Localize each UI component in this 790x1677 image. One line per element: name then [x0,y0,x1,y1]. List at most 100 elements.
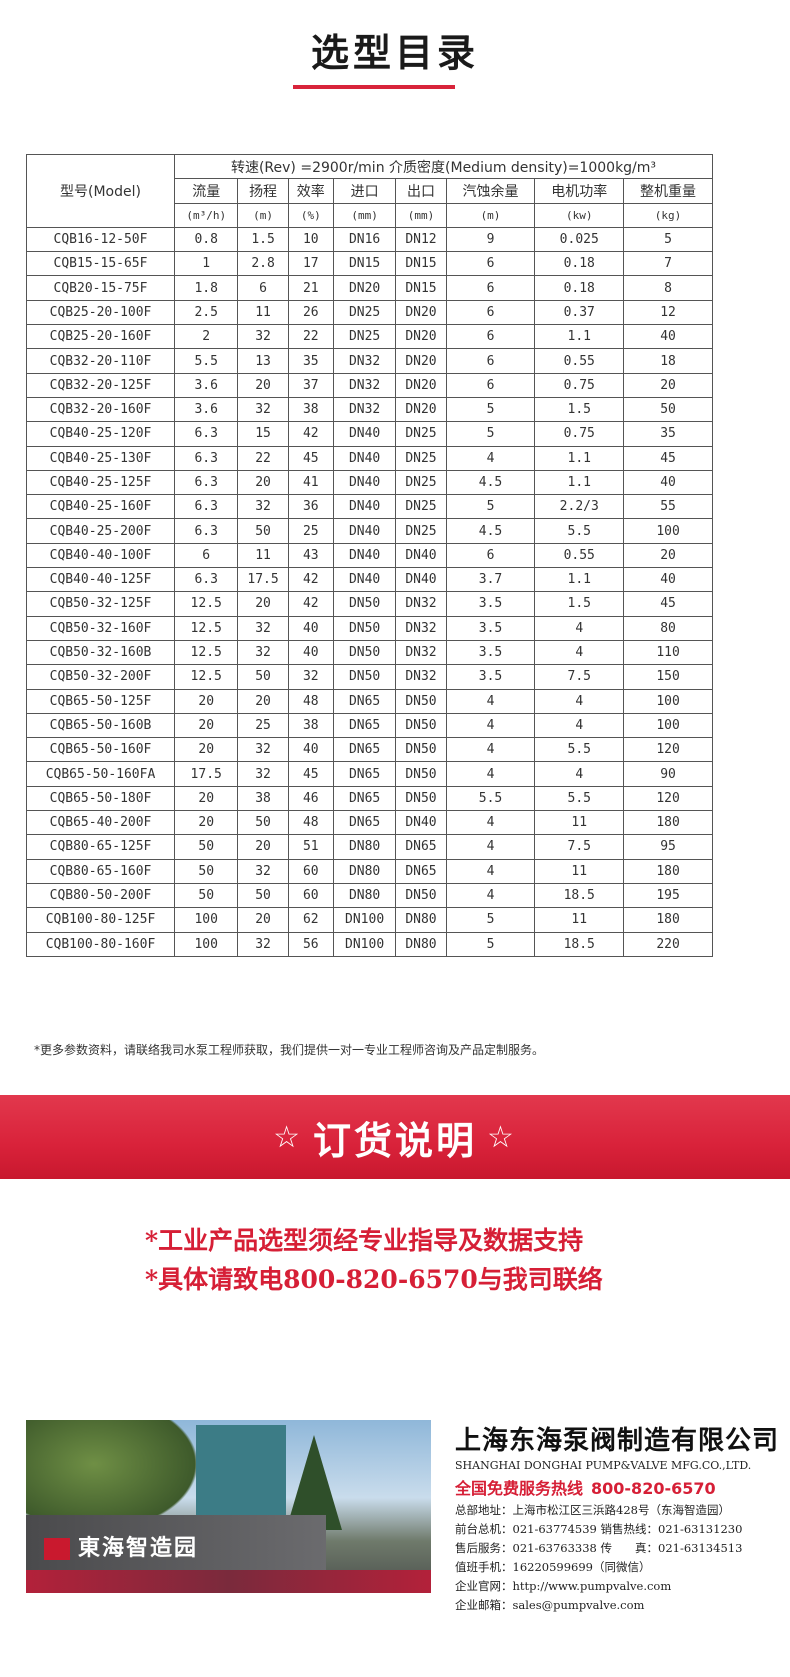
table-cell: 45 [287,761,334,787]
model-cell: CQB15-15-65F [26,251,175,277]
table-cell: 32 [237,639,289,666]
table-cell: 12.5 [173,615,239,641]
table-cell: 32 [237,494,289,520]
table-cell: 1.1 [534,445,625,471]
model-cell: CQB50-32-200F [26,664,175,690]
photo-sign-wall [26,1515,326,1575]
table-cell: 4 [534,688,625,714]
table-cell: 0.55 [534,542,625,569]
column-unit: (mm) [395,202,447,228]
table-cell: 50 [237,882,289,909]
table-cell: DN32 [395,639,447,666]
table-cell: 1.5 [534,591,625,617]
table-cell: 1 [173,251,239,277]
table-cell: DN40 [332,469,397,496]
company-mobile: 值班手机：16220599699（同微信） [455,1560,651,1574]
table-cell: 40 [287,615,334,641]
table-cell: 50 [173,858,239,884]
hotline-number[interactable]: 800-820-6570 [591,1479,716,1498]
table-cell: 80 [623,615,713,641]
table-cell: DN40 [332,567,397,593]
column-header: 效率 [287,178,334,204]
table-cell: DN40 [332,494,397,520]
model-cell: CQB40-25-120F [26,421,175,447]
order-banner: ☆ 订货说明 ☆ [0,1095,790,1179]
table-cell: DN20 [395,348,447,374]
table-cell: 20 [623,542,713,569]
table-row: CQB80-65-160F 50 32 60 DN80 DN65 4 11 180 [26,858,713,884]
table-cell: 100 [173,907,239,933]
table-cell: 5.5 [534,737,625,763]
table-cell: DN50 [395,785,447,812]
table-cell: 1.5 [534,396,625,423]
table-cell: DN80 [332,834,397,860]
table-cell: 20 [173,737,239,763]
table-cell: 20 [173,785,239,812]
hotline: 全国免费服务热线 800-820-6570 [455,1475,785,1499]
column-unit: (kg) [623,202,713,228]
table-cell: 3.5 [445,591,536,617]
table-cell: 32 [237,761,289,787]
table-cell: 3.5 [445,639,536,666]
table-cell: 25 [287,518,334,544]
table-cell: DN20 [395,396,447,423]
table-cell: 26 [287,299,334,326]
table-cell: DN50 [332,615,397,641]
model-cell: CQB65-50-160F [26,737,175,763]
table-cell: DN65 [332,688,397,714]
model-cell: CQB65-50-180F [26,785,175,812]
table-cell: 20 [623,372,713,398]
table-cell: 40 [287,639,334,666]
table-cell: 32 [237,858,289,884]
table-cell: 4.5 [445,469,536,496]
table-cell: 4 [534,639,625,666]
table-cell: 9 [445,226,536,253]
company-logo-icon [44,1538,70,1560]
model-cell: CQB25-20-100F [26,299,175,326]
table-cell: DN50 [332,591,397,617]
table-cell: DN12 [395,226,447,253]
table-cell: 0.025 [534,226,625,253]
table-cell: 3.5 [445,615,536,641]
table-cell: 2.2/3 [534,494,625,520]
column-header: 电机功率 [534,178,625,204]
table-cell: 11 [534,810,625,836]
table-cell: 1.1 [534,567,625,593]
table-cell: 20 [237,469,289,496]
table-cell: 50 [173,834,239,860]
table-cell: 100 [173,931,239,957]
company-email[interactable]: 企业邮箱：sales@pumpvalve.com [455,1598,645,1612]
column-header: 整机重量 [623,178,713,204]
table-row: CQB40-25-125F 6.3 20 41 DN40 DN25 4.5 1.1 40 [26,469,713,496]
company-name-en: SHANGHAI DONGHAI PUMP&VALVE MFG.CO.,LTD. [455,1459,752,1472]
table-cell: 100 [623,688,713,714]
table-cell: 6.3 [173,567,239,593]
page-title: 选型目录 [310,31,479,75]
table-cell: DN40 [332,445,397,471]
table-row: CQB40-40-125F 6.3 17.5 42 DN40 DN40 3.7 1.1 40 [26,567,713,593]
table-cell: DN15 [332,251,397,277]
company-website[interactable]: 企业官网：http://www.pumpvalve.com [455,1579,672,1593]
model-cell: CQB32-20-160F [26,396,175,423]
table-cell: 12.5 [173,591,239,617]
table-cell: 6 [445,251,536,277]
table-row: CQB80-50-200F 50 50 60 DN80 DN50 4 18.5 195 [26,882,713,909]
table-cell: 32 [237,615,289,641]
column-unit: (kw) [534,202,625,228]
company-name-cn: 上海东海泵阀制造有限公司 [455,1426,780,1456]
table-cell: 6 [445,299,536,326]
table-cell: 0.75 [534,421,625,447]
table-cell: 5 [445,494,536,520]
table-cell: 180 [623,907,713,933]
model-cell: CQB32-20-125F [26,372,175,398]
column-unit: (m) [237,202,289,228]
table-row: CQB32-20-110F 5.5 13 35 DN32 DN20 6 0.55 18 [26,348,713,374]
model-header: 型号(Model) [26,154,175,228]
table-cell: 11 [237,299,289,326]
table-cell: DN20 [395,299,447,326]
table-cell: 2 [173,324,239,350]
column-header: 进口 [332,178,397,204]
table-row: CQB65-50-160B 20 25 38 DN65 DN50 4 4 100 [26,712,713,739]
table-cell: 4 [445,688,536,714]
table-cell: 110 [623,639,713,666]
